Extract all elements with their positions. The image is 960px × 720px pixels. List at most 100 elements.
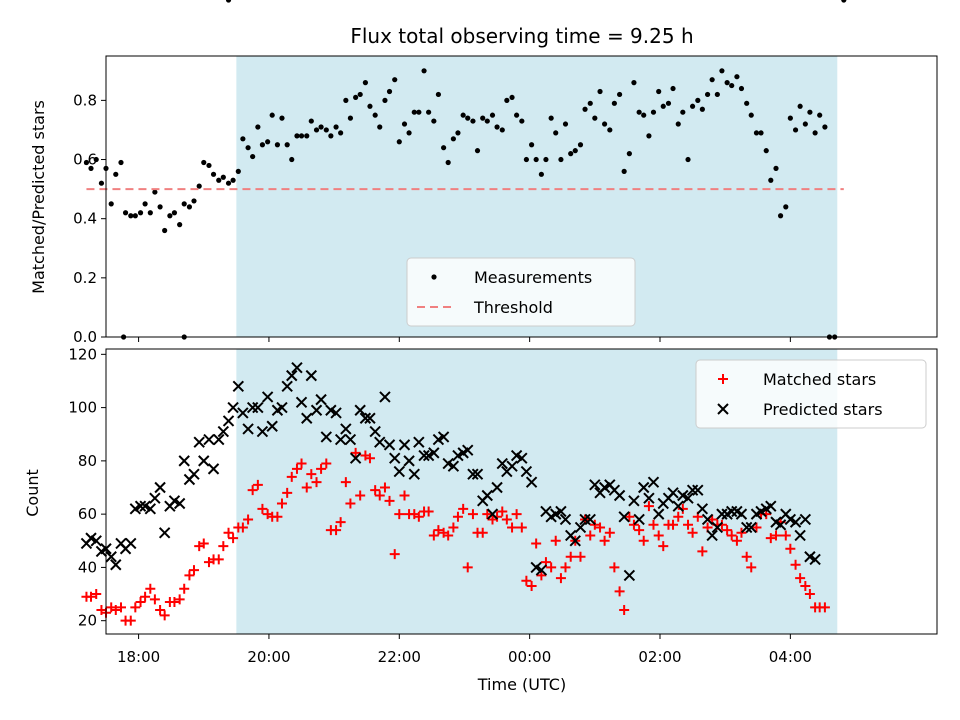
predicted-stars-point [403, 455, 415, 467]
predicted-stars-point [623, 569, 636, 582]
measurement-point [313, 127, 320, 133]
matched-stars-point [218, 541, 229, 552]
measurement-point [186, 204, 193, 210]
matched-stars-point [86, 591, 97, 602]
matched-stars-point [507, 522, 518, 533]
predicted-stars-point [701, 513, 714, 526]
measurement-point [480, 115, 486, 121]
measurement-point [411, 109, 417, 115]
matched-stars-point [492, 511, 503, 522]
measurement-point [353, 94, 359, 101]
predicted-stars-point [506, 460, 518, 472]
measurement-point [171, 210, 178, 216]
predicted-stars-point [555, 505, 567, 518]
matched-stars-point [634, 525, 645, 536]
predicted-stars-point [134, 500, 147, 512]
measurement-point [343, 97, 349, 103]
measurement-point [797, 103, 803, 109]
predicted-stars-point [193, 436, 205, 448]
predicted-stars-point [110, 559, 122, 571]
measurement-point [724, 80, 730, 86]
measurement-point [132, 213, 138, 219]
measurement-point [822, 124, 828, 130]
matched-stars-point [595, 522, 606, 533]
matched-stars-point [306, 469, 317, 480]
predicted-stars-point [227, 401, 239, 414]
measurement-point [284, 142, 290, 148]
p1-y-tick-label: 20 [78, 612, 97, 630]
matched-stars-point [423, 506, 434, 517]
matched-stars-point [355, 490, 366, 501]
matched-stars-point [804, 589, 815, 600]
matched-stars-point [765, 533, 776, 544]
measurement-point [210, 171, 217, 177]
measurement-point [582, 106, 588, 112]
measurement-point [435, 91, 441, 98]
predicted-stars-point [340, 423, 352, 435]
measurement-point [474, 148, 481, 154]
measurement-point [523, 156, 529, 163]
matched-stars-point [585, 530, 596, 541]
matched-stars-point [677, 503, 688, 514]
matched-stars-point [731, 535, 742, 546]
matched-stars-point [135, 597, 146, 608]
matched-stars-point [443, 530, 454, 541]
matched-stars-point [462, 562, 473, 573]
predicted-stars-point [295, 396, 308, 408]
matched-stars-point [614, 586, 625, 597]
measurement-point [553, 130, 559, 136]
p0-y-tick-label: 0.4 [73, 210, 97, 228]
predicted-stars-point [198, 455, 210, 467]
matched-stars-point [379, 482, 390, 493]
measurement-point [431, 118, 437, 124]
matched-stars-point [448, 522, 459, 533]
matched-stars-point [374, 490, 385, 501]
matched-stars-point [785, 543, 796, 554]
measurement-point [318, 124, 324, 130]
predicted-stars-point [633, 513, 645, 526]
predicted-stars-point [643, 492, 655, 504]
legend-label: Matched stars [763, 370, 876, 389]
matched-stars-point [413, 511, 424, 522]
predicted-stars-point [711, 521, 724, 534]
predicted-stars-point [305, 369, 318, 382]
matched-stars-point [653, 530, 664, 541]
measurement-point [744, 100, 750, 106]
predicted-stars-point [652, 508, 665, 520]
measurement-point [841, 0, 847, 3]
matched-stars-point [771, 530, 782, 541]
predicted-stars-point [471, 468, 484, 480]
matched-stars-point [736, 527, 747, 538]
measurement-point [641, 112, 647, 118]
measurement-point [406, 130, 412, 136]
measurement-point [763, 148, 769, 154]
predicted-stars-point [520, 465, 533, 478]
measurement-point [660, 103, 666, 109]
measurement-point [333, 124, 339, 130]
matched-stars-point [370, 485, 381, 496]
matched-stars-point [546, 562, 557, 573]
predicted-stars-point [389, 452, 401, 464]
predicted-stars-point [525, 476, 538, 488]
matched-stars-point [643, 501, 654, 512]
matched-stars-point [188, 565, 199, 576]
measurement-point [230, 177, 236, 183]
measurement-point [377, 124, 383, 130]
measurement-point [216, 177, 222, 183]
matched-stars-point [335, 517, 346, 528]
predicted-stars-point [774, 519, 787, 531]
measurement-point [108, 201, 114, 207]
predicted-stars-point [330, 407, 342, 419]
matched-stars-point [624, 511, 635, 522]
measurement-point [802, 121, 808, 127]
matched-stars-point [130, 602, 141, 613]
measurement-point [777, 213, 784, 219]
measurement-point [768, 177, 774, 183]
predicted-stars-point [794, 529, 806, 542]
predicted-stars-point [320, 431, 333, 443]
matched-stars-point [311, 477, 322, 488]
measurement-point [602, 121, 608, 127]
matched-stars-point [321, 458, 332, 469]
matched-stars-point [364, 453, 375, 464]
matched-stars-point [741, 551, 752, 562]
